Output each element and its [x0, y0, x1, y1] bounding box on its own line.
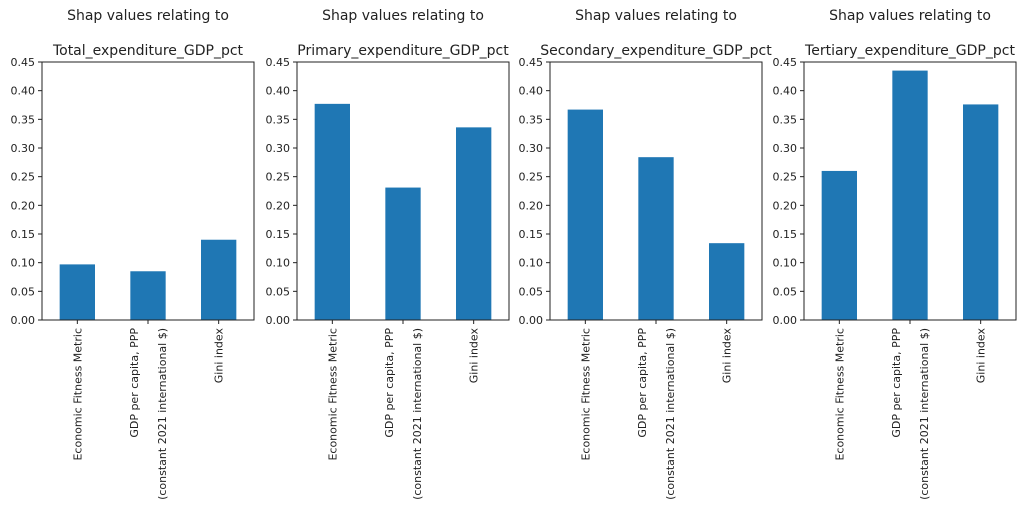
x-tick-label: (constant 2021 international $) [156, 328, 169, 500]
y-tick-label: 0.30 [11, 142, 36, 155]
y-tick-label: 0.30 [266, 142, 291, 155]
y-tick-label: 0.00 [773, 314, 798, 327]
x-tick-label: Economic Fitness Metric [833, 328, 846, 461]
y-tick-label: 0.05 [519, 285, 544, 298]
bar [456, 127, 492, 320]
bar [638, 157, 674, 320]
bar [385, 187, 421, 320]
y-tick-label: 0.35 [11, 113, 36, 126]
bar [201, 239, 237, 320]
x-tick-label: (constant 2021 international $) [411, 328, 424, 500]
y-tick-label: 0.45 [519, 56, 544, 69]
x-tick-label: GDP per capita, PPP [890, 328, 903, 438]
subplot-4: Shap values relating to Tertiary_expendit… [773, 8, 1017, 500]
y-tick-label: 0.20 [773, 199, 798, 212]
y-tick-label: 0.25 [773, 171, 798, 184]
y-tick-label: 0.35 [266, 113, 291, 126]
bar [963, 104, 999, 320]
y-tick-label: 0.10 [11, 257, 36, 270]
y-tick-label: 0.05 [11, 285, 36, 298]
x-tick-label: Economic Fitness Metric [579, 328, 592, 461]
y-tick-label: 0.35 [519, 113, 544, 126]
y-tick-label: 0.00 [11, 314, 36, 327]
axes-frame [549, 61, 763, 321]
x-tick-label: GDP per capita, PPP [636, 328, 649, 438]
y-tick-label: 0.25 [266, 171, 291, 184]
y-tick-label: 0.35 [773, 113, 798, 126]
y-tick-label: 0.40 [11, 85, 36, 98]
y-tick-label: 0.05 [773, 285, 798, 298]
y-tick-label: 0.10 [266, 257, 291, 270]
bar [821, 170, 857, 320]
bar [314, 103, 350, 320]
x-tick-label: Economic Fitness Metric [71, 328, 84, 461]
x-tick-label: Gini index [468, 328, 481, 384]
subplot-title-line: Total_expenditure_GDP_pct [52, 43, 244, 59]
y-tick-label: 0.05 [266, 285, 291, 298]
bar [59, 264, 95, 320]
subplot-title-line: Primary_expenditure_GDP_pct [297, 43, 509, 59]
x-tick-label: Gini index [721, 328, 734, 384]
x-tick-label: GDP per capita, PPP [383, 328, 396, 438]
y-tick-label: 0.25 [11, 171, 36, 184]
y-tick-label: 0.45 [773, 56, 798, 69]
bar [892, 70, 928, 320]
y-tick-label: 0.45 [266, 56, 291, 69]
x-tick-label: GDP per capita, PPP [128, 328, 141, 438]
axes-frame [296, 61, 510, 321]
bar [567, 109, 603, 320]
x-tick-label: (constant 2021 international $) [918, 328, 931, 500]
y-tick-label: 0.00 [266, 314, 291, 327]
subplot-title-line: Tertiary_expenditure_GDP_pct [804, 43, 1015, 59]
x-tick-label: Gini index [213, 328, 226, 384]
y-tick-label: 0.45 [11, 56, 36, 69]
axes-frame [803, 61, 1017, 321]
y-tick-label: 0.15 [11, 228, 36, 241]
subplot-title-line: Secondary_expenditure_GDP_pct [540, 43, 772, 59]
bar [709, 243, 745, 320]
x-tick-label: (constant 2021 international $) [664, 328, 677, 500]
subplot-3: Shap values relating to Secondary_expendi… [519, 8, 773, 500]
y-tick-label: 0.40 [773, 85, 798, 98]
subplot-title-line: Shap values relating to [322, 8, 484, 24]
subplot-2: Shap values relating to Primary_expenditu… [266, 8, 510, 500]
bar [130, 271, 166, 320]
y-tick-label: 0.20 [519, 199, 544, 212]
y-tick-label: 0.20 [11, 199, 36, 212]
y-tick-label: 0.40 [519, 85, 544, 98]
y-tick-label: 0.10 [773, 257, 798, 270]
y-tick-label: 0.20 [266, 199, 291, 212]
y-tick-label: 0.25 [519, 171, 544, 184]
y-tick-label: 0.30 [519, 142, 544, 155]
y-tick-label: 0.15 [519, 228, 544, 241]
x-tick-label: Economic Fitness Metric [326, 328, 339, 461]
y-tick-label: 0.00 [519, 314, 544, 327]
subplot-title-line: Shap values relating to [67, 8, 229, 24]
subplot-1: Shap values relating to Total_expenditure… [11, 8, 255, 500]
y-tick-label: 0.10 [519, 257, 544, 270]
y-tick-label: 0.40 [266, 85, 291, 98]
axes-frame [41, 61, 255, 321]
subplot-title-line: Shap values relating to [575, 8, 737, 24]
subplot-title-line: Shap values relating to [829, 8, 991, 24]
x-tick-label: Gini index [975, 328, 988, 384]
y-tick-label: 0.30 [773, 142, 798, 155]
y-tick-label: 0.15 [773, 228, 798, 241]
y-tick-label: 0.15 [266, 228, 291, 241]
